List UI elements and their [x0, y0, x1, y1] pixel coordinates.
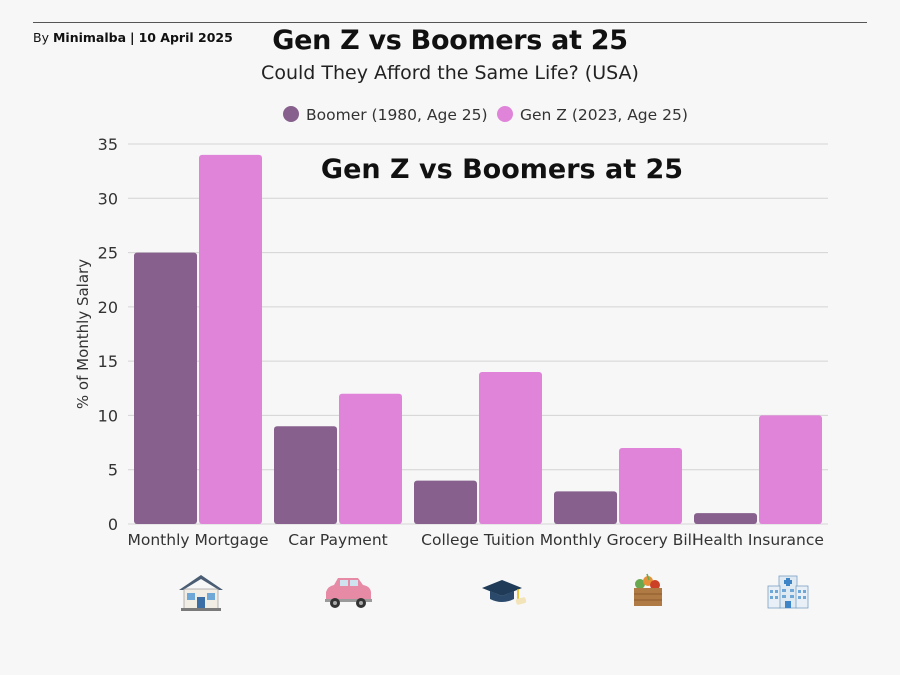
page-subtitle: Could They Afford the Same Life? (USA)	[261, 62, 639, 84]
x-tick-label: Health Insurance	[692, 531, 824, 549]
bar-boomer	[694, 513, 757, 524]
y-tick-label: 10	[98, 406, 118, 425]
x-tick-label: Car Payment	[288, 531, 387, 549]
top-rule	[33, 22, 867, 23]
legend-marker-boomer	[283, 106, 299, 122]
byline-author: Minimalba	[52, 30, 127, 45]
bar-genz	[479, 372, 542, 524]
y-tick-label: 0	[108, 515, 118, 534]
legend-marker-genz	[497, 106, 513, 122]
y-tick-label: 5	[108, 461, 118, 480]
x-tick-label: Monthly Grocery Bill	[540, 531, 697, 549]
bar-genz	[339, 393, 402, 524]
hospital-icon	[766, 572, 816, 612]
bar-genz	[619, 448, 682, 524]
house-icon	[176, 572, 226, 612]
byline-separator: |	[130, 30, 135, 45]
graduation-cap-icon	[480, 572, 530, 612]
bar-genz	[199, 154, 262, 524]
legend-label-boomer: Boomer (1980, Age 25)	[306, 106, 488, 124]
page-title: Gen Z vs Boomers at 25	[272, 25, 628, 56]
y-tick-label: 20	[98, 298, 118, 317]
x-tick-label: Monthly Mortgage	[127, 531, 268, 549]
byline-prefix: By	[33, 30, 49, 45]
grocery-basket-icon	[628, 572, 678, 612]
car-icon	[320, 572, 372, 612]
bar-boomer	[134, 252, 197, 525]
chart-title: Gen Z vs Boomers at 25	[321, 154, 683, 185]
byline: By Minimalba | 10 April 2025	[33, 30, 233, 45]
legend-label-genz: Gen Z (2023, Age 25)	[520, 106, 688, 124]
bar-genz	[759, 415, 822, 524]
x-tick-label: College Tuition	[421, 531, 535, 549]
y-tick-label: 25	[98, 244, 118, 263]
bar-boomer	[414, 480, 477, 524]
y-tick-label: 35	[98, 135, 118, 154]
y-tick-label: 30	[98, 189, 118, 208]
y-axis-label: % of Monthly Salary	[74, 259, 92, 409]
bar-boomer	[554, 491, 617, 524]
byline-date: 10 April 2025	[138, 30, 233, 45]
bar-boomer	[274, 426, 337, 524]
y-tick-label: 15	[98, 352, 118, 371]
